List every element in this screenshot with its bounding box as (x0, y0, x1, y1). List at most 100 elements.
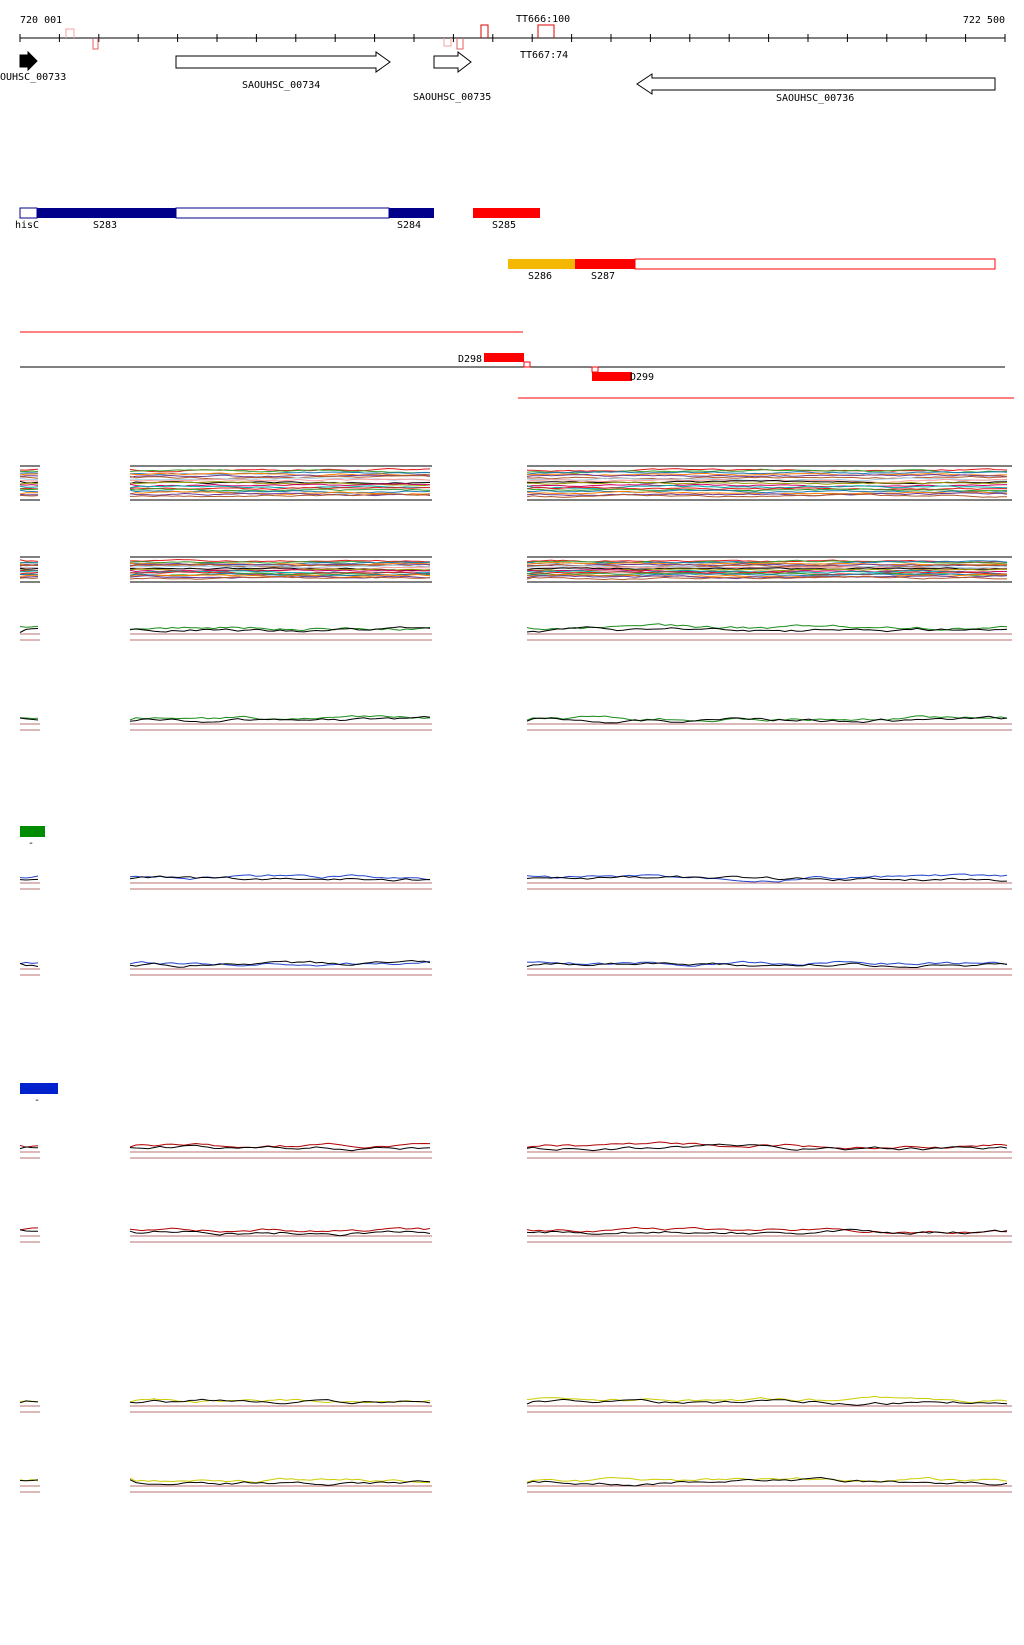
profile-track-yellow-1 (20, 1396, 1012, 1412)
segment-label-s283: S283 (93, 220, 117, 231)
segment-s287 (575, 259, 635, 269)
segment-s285 (473, 208, 540, 218)
gene-arrow-saouhsc-00735 (434, 52, 471, 72)
profile-track-2 (20, 557, 1012, 582)
profile-track-red-2 (20, 1227, 1012, 1242)
profile-line (20, 574, 38, 575)
profile-line (20, 481, 38, 483)
profile-line (527, 1229, 1007, 1234)
profile-line (130, 717, 430, 723)
segment-s286 (508, 259, 575, 269)
segment-s287-extent (635, 259, 995, 269)
profile-line (20, 486, 38, 487)
segment-gap (176, 208, 389, 218)
profile-line (20, 469, 38, 470)
expression-profiles (20, 466, 1012, 1492)
profile-line (20, 473, 38, 474)
profile-track-green-2 (20, 716, 1012, 730)
gene-label-saouhsc-00733: OUHSC_00733 (0, 72, 66, 83)
legend-swatch-blue (20, 1083, 58, 1094)
profile-line (20, 489, 38, 490)
segment-d298 (484, 353, 524, 362)
profile-line (20, 485, 38, 486)
terminator-label-tt666: TT666:100 (516, 14, 570, 25)
legend-dash-green: - (28, 838, 34, 849)
profile-line (20, 560, 38, 562)
segment-label-d299: D299 (630, 372, 654, 383)
gene-track: OUHSC_00733 SAOUHSC_00734 SAOUHSC_00735 … (0, 52, 995, 104)
profile-line (20, 565, 38, 566)
segment-label-s285: S285 (492, 220, 516, 231)
downregulated-track: D298 D299 (20, 332, 1014, 398)
profile-line (20, 963, 38, 966)
profile-line (20, 488, 38, 489)
profile-line (20, 476, 38, 477)
segment-label-hisc: hisC (15, 220, 39, 231)
axis-end-label: 722 500 (963, 15, 1005, 26)
profile-line (20, 577, 38, 578)
segment-track-2: S286 S287 (508, 259, 995, 282)
gene-arrow-saouhsc-00736 (637, 74, 995, 94)
terminator-mark (444, 38, 451, 46)
profile-line (20, 483, 38, 484)
legend-dash-blue: - (34, 1095, 40, 1106)
segment-label-s286: S286 (528, 271, 552, 282)
segment-s283 (37, 208, 176, 218)
segment-track-1: hisC S283 S284 S285 (15, 208, 540, 231)
gene-label-saouhsc-00736: SAOUHSC_00736 (776, 93, 854, 104)
profile-track-1 (20, 466, 1012, 500)
segment-s284 (389, 208, 434, 218)
legend-swatch-green (20, 826, 45, 837)
profile-line (20, 495, 38, 496)
segment-label-d298: D298 (458, 354, 482, 365)
profile-line (130, 1231, 430, 1236)
profile-line (20, 494, 38, 495)
terminator-tt666 (538, 25, 554, 38)
segment-label-s284: S284 (397, 220, 421, 231)
profile-line (20, 876, 38, 878)
terminator-mark (66, 29, 74, 38)
profile-line (20, 471, 38, 472)
profile-line (20, 578, 38, 579)
segment-label-s287: S287 (591, 271, 615, 282)
profile-line (20, 879, 38, 880)
profile-track-green-1 (20, 624, 1012, 640)
profile-line (527, 874, 1007, 882)
gene-arrow-saouhsc-00733 (20, 52, 37, 70)
gene-label-saouhsc-00734: SAOUHSC_00734 (242, 80, 320, 91)
profile-line (20, 1230, 38, 1232)
gene-arrow-saouhsc-00734 (176, 52, 390, 72)
profile-line (130, 560, 430, 562)
profile-line (20, 1147, 38, 1149)
profile-line (527, 624, 1007, 630)
profile-line (20, 1228, 38, 1230)
profile-line (130, 1145, 430, 1151)
axis-start-label: 720 001 (20, 15, 62, 26)
profile-line (20, 474, 38, 475)
terminator-mark (93, 38, 98, 49)
profile-line (130, 876, 430, 881)
terminator-mark (457, 38, 463, 49)
profile-track-red-1 (20, 1142, 1012, 1158)
coordinate-axis: 720 001 722 500 (20, 15, 1005, 42)
profile-line (20, 493, 38, 494)
profile-track-blue-1 (20, 874, 1012, 889)
profile-line (20, 490, 38, 491)
terminator-mark (481, 25, 488, 38)
profile-line (20, 477, 38, 479)
profile-line (20, 629, 38, 633)
segment-d299 (592, 372, 632, 381)
segment-d299-head (592, 367, 598, 372)
segment-d298-tail (524, 362, 530, 367)
profile-line (20, 481, 38, 482)
profile-line (20, 626, 38, 627)
profile-track-yellow-2 (20, 1477, 1012, 1492)
profile-line (527, 716, 1007, 723)
gene-label-saouhsc-00735: SAOUHSC_00735 (413, 92, 491, 103)
segment-hisc (20, 208, 37, 218)
profile-line (20, 962, 38, 963)
terminator-label-tt667: TT667:74 (520, 50, 568, 61)
profile-track-blue-2 (20, 961, 1012, 976)
